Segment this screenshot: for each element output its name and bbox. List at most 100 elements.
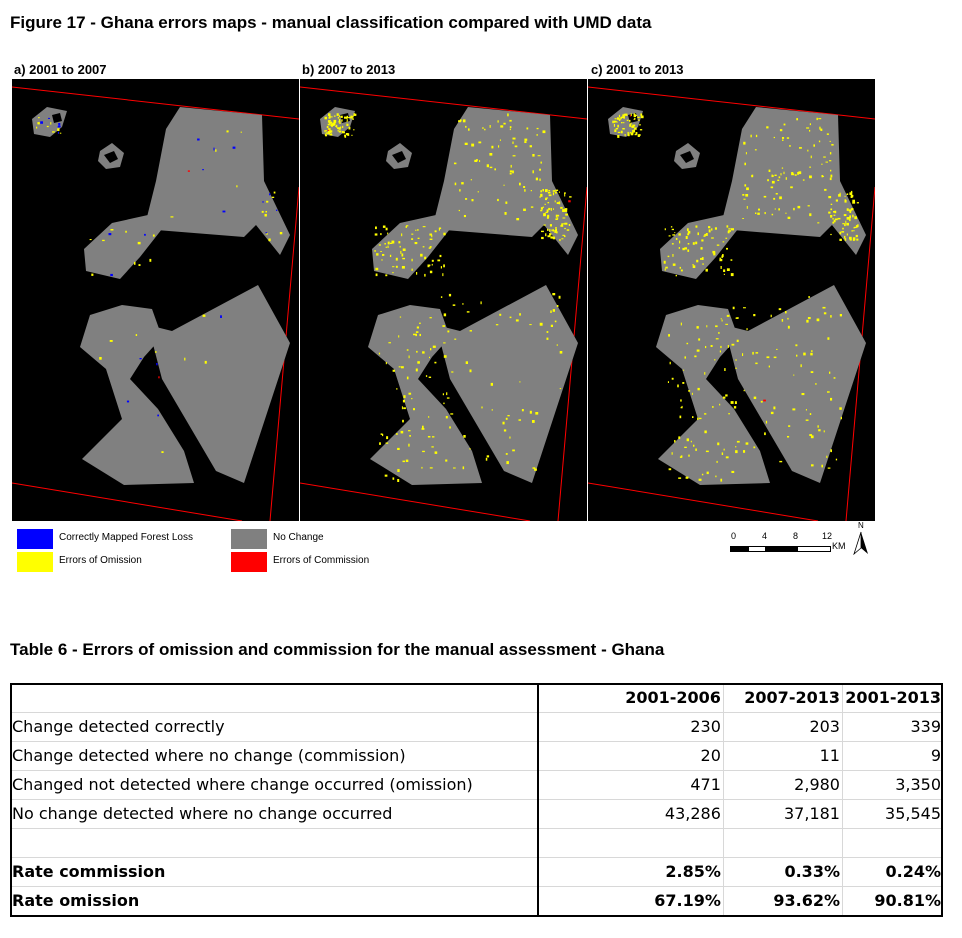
pixel-speckle bbox=[687, 249, 690, 252]
pixel-speckle bbox=[829, 177, 832, 181]
pixel-speckle bbox=[726, 247, 728, 250]
pixel-speckle bbox=[708, 229, 711, 233]
pixel-speckle bbox=[552, 192, 555, 196]
pixel-speckle bbox=[757, 212, 760, 215]
pixel-speckle bbox=[772, 175, 774, 177]
boundary-line bbox=[300, 482, 531, 521]
pixel-speckle bbox=[184, 357, 186, 361]
pixel-speckle bbox=[696, 326, 699, 329]
pixel-speckle bbox=[564, 227, 566, 230]
pixel-speckle bbox=[830, 174, 833, 178]
pixel-speckle bbox=[387, 241, 390, 245]
pixel-speckle bbox=[788, 425, 791, 427]
pixel-speckle bbox=[799, 147, 802, 149]
pixel-speckle bbox=[778, 208, 780, 211]
pixel-speckle bbox=[717, 442, 720, 446]
pixel-speckle bbox=[731, 228, 734, 231]
pixel-speckle bbox=[512, 155, 516, 157]
pixel-speckle bbox=[502, 421, 505, 425]
pixel-speckle bbox=[663, 260, 666, 264]
pixel-speckle bbox=[723, 269, 726, 272]
pixel-speckle bbox=[324, 130, 328, 132]
pixel-speckle bbox=[449, 426, 451, 429]
pixel-speckle bbox=[797, 172, 799, 175]
pixel-speckle bbox=[469, 369, 472, 373]
boundary-line bbox=[588, 86, 875, 120]
pixel-speckle bbox=[743, 141, 746, 145]
pixel-speckle bbox=[46, 125, 49, 128]
pixel-speckle bbox=[512, 137, 516, 140]
pixel-speckle bbox=[704, 430, 707, 434]
pixel-speckle bbox=[721, 319, 723, 322]
pixel-speckle bbox=[564, 222, 568, 225]
pixel-speckle bbox=[705, 233, 708, 236]
pixel-speckle bbox=[844, 195, 846, 197]
pixel-speckle bbox=[727, 345, 729, 348]
pixel-speckle bbox=[550, 324, 553, 327]
pixel-speckle bbox=[719, 257, 721, 261]
legend-label-correct: Correctly Mapped Forest Loss bbox=[59, 532, 193, 543]
pixel-speckle bbox=[512, 449, 515, 452]
pixel-speckle bbox=[755, 362, 758, 365]
pixel-speckle bbox=[489, 153, 493, 156]
pixel-speckle bbox=[819, 126, 821, 130]
pixel-speckle bbox=[469, 448, 471, 450]
pixel-speckle bbox=[635, 132, 638, 135]
pixel-speckle bbox=[743, 307, 746, 309]
pixel-speckle bbox=[490, 382, 493, 386]
pixel-speckle bbox=[735, 446, 737, 448]
pixel-speckle bbox=[852, 201, 856, 204]
pixel-speckle bbox=[340, 115, 343, 118]
legend-omission: Errors of Omission bbox=[17, 552, 227, 572]
pixel-speckle bbox=[846, 217, 850, 220]
pixel-speckle bbox=[790, 186, 793, 189]
pixel-speckle bbox=[552, 229, 554, 232]
table-row: Change detected where no change (commiss… bbox=[10, 741, 943, 771]
pixel-speckle bbox=[688, 454, 690, 457]
pixel-speckle bbox=[376, 253, 379, 256]
pixel-speckle bbox=[401, 253, 404, 257]
pixel-speckle bbox=[542, 130, 546, 134]
pixel-speckle bbox=[40, 121, 43, 124]
pixel-speckle bbox=[640, 115, 644, 119]
pixel-speckle bbox=[529, 145, 532, 148]
pixel-speckle bbox=[554, 320, 557, 323]
pixel-speckle bbox=[682, 369, 685, 371]
cell: 203 bbox=[722, 712, 843, 742]
pixel-speckle bbox=[835, 199, 838, 202]
pixel-speckle bbox=[712, 250, 716, 254]
pixel-speckle bbox=[627, 131, 629, 135]
pixel-speckle bbox=[827, 337, 830, 340]
pixel-speckle bbox=[816, 318, 820, 322]
pixel-speckle bbox=[548, 194, 552, 197]
pixel-speckle bbox=[697, 387, 700, 391]
pixel-speckle bbox=[787, 436, 790, 438]
masked-area bbox=[104, 151, 118, 163]
masked-area bbox=[52, 113, 62, 123]
pixel-speckle bbox=[411, 268, 413, 271]
pixel-speckle bbox=[477, 191, 479, 193]
pixel-speckle bbox=[807, 317, 811, 320]
pixel-speckle bbox=[753, 446, 756, 449]
pixel-speckle bbox=[826, 133, 829, 135]
pixel-speckle bbox=[388, 342, 391, 344]
pixel-speckle bbox=[479, 160, 481, 162]
pixel-speckle bbox=[680, 406, 683, 409]
pixel-speckle bbox=[425, 375, 428, 377]
pixel-speckle bbox=[402, 460, 405, 463]
pixel-speckle bbox=[443, 355, 447, 358]
pixel-speckle bbox=[484, 128, 486, 131]
pixel-speckle bbox=[108, 233, 112, 236]
pixel-speckle bbox=[36, 126, 38, 129]
pixel-speckle bbox=[686, 438, 689, 442]
pixel-speckle bbox=[550, 236, 554, 239]
pixel-speckle bbox=[347, 123, 349, 126]
pixel-speckle bbox=[742, 218, 744, 219]
pixel-speckle bbox=[424, 273, 426, 277]
pixel-speckle bbox=[387, 232, 389, 235]
pixel-speckle bbox=[710, 345, 713, 347]
pixel-speckle bbox=[413, 333, 416, 336]
pixel-speckle bbox=[389, 254, 392, 257]
pixel-speckle bbox=[403, 407, 406, 410]
pixel-speckle bbox=[558, 295, 561, 299]
